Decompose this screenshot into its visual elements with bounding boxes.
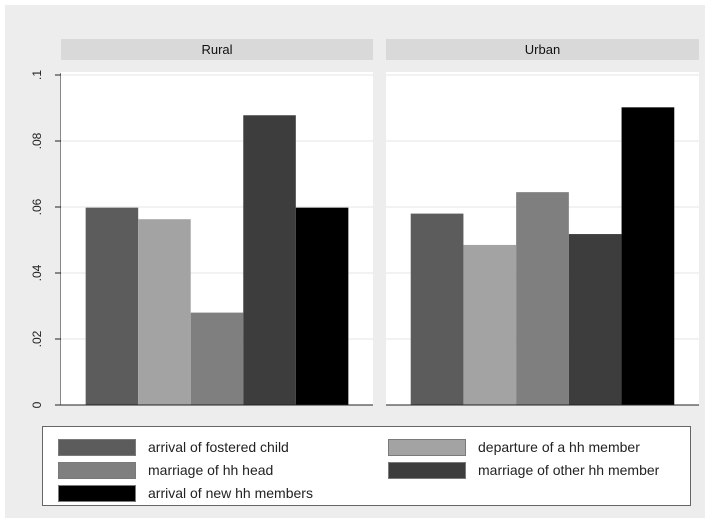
legend-swatch bbox=[388, 461, 466, 479]
bar bbox=[190, 312, 244, 405]
legend-item: marriage of hh head bbox=[58, 460, 273, 480]
bar bbox=[410, 213, 464, 405]
legend-item: marriage of other hh member bbox=[388, 460, 659, 480]
bar bbox=[243, 115, 296, 405]
y-tick-label: 0 bbox=[30, 401, 44, 408]
panel-strip bbox=[61, 39, 373, 60]
legend-swatch bbox=[58, 438, 136, 456]
bar bbox=[516, 192, 569, 405]
legend: arrival of fostered child departure of a … bbox=[42, 426, 691, 506]
bar bbox=[295, 207, 349, 405]
legend-label: departure of a hh member bbox=[478, 439, 640, 455]
chart-svg: 0 .02 .04 .06 .08 .1 Rural Urban bbox=[30, 39, 699, 408]
y-tick-label: .04 bbox=[30, 264, 44, 281]
legend-label: marriage of other hh member bbox=[478, 462, 660, 478]
y-tick-label: .1 bbox=[30, 70, 44, 80]
y-tick-label: .08 bbox=[30, 132, 44, 149]
legend-label: marriage of hh head bbox=[148, 462, 274, 478]
panel-title: Rural bbox=[201, 42, 232, 57]
legend-item: departure of a hh member bbox=[388, 437, 640, 457]
panel-title: Urban bbox=[525, 42, 560, 57]
y-tick-label: .02 bbox=[30, 330, 44, 347]
bar bbox=[463, 244, 517, 405]
bar bbox=[621, 107, 675, 405]
legend-swatch bbox=[58, 484, 136, 502]
legend-label: arrival of fostered child bbox=[148, 439, 289, 455]
legend-label: arrival of new hh members bbox=[148, 485, 313, 501]
y-tick-label: .06 bbox=[30, 198, 44, 215]
legend-swatch bbox=[388, 438, 466, 456]
legend-item: arrival of new hh members bbox=[58, 483, 313, 503]
bar bbox=[85, 207, 139, 405]
bar bbox=[568, 234, 622, 405]
panel-strip bbox=[386, 39, 699, 60]
chart-figure: 0 .02 .04 .06 .08 .1 Rural Urban arrival of fos… bbox=[5, 5, 705, 518]
bar bbox=[138, 219, 191, 405]
legend-item: arrival of fostered child bbox=[58, 437, 289, 457]
legend-swatch bbox=[58, 461, 136, 479]
